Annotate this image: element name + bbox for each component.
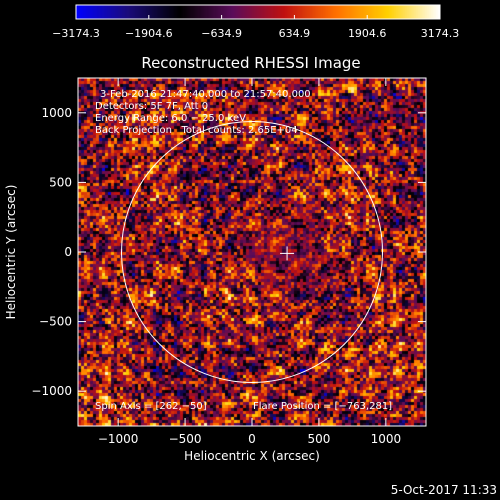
x-axis: −1000 −500 0 500 1000	[98, 78, 401, 446]
flare-position-label: Flare Position = [−763,281]	[253, 401, 392, 412]
y-tick-label: −1000	[31, 384, 72, 398]
annotation-energy-range: Energy Range: 6.0 − 25.0 keV	[95, 113, 246, 124]
flare-cross-marker	[280, 246, 295, 261]
y-tick-label: −500	[39, 315, 72, 329]
chart-title: Reconstructed RHESSI Image	[141, 54, 360, 72]
x-axis-label: Heliocentric X (arcsec)	[184, 449, 320, 463]
y-tick-label: 1000	[41, 106, 72, 120]
colorbar-tick-label: −1904.6	[125, 27, 173, 40]
solar-disk-outline	[121, 121, 383, 383]
x-tick-label: 500	[307, 432, 330, 446]
y-axis: −1000 −500 0 500 1000	[31, 106, 426, 398]
colorbar-tick-label: −3174.3	[52, 27, 100, 40]
colorbar-axis: −3174.3 −1904.6 −634.9 634.9 1904.6 3174.3	[52, 4, 460, 40]
annotation-method-counts: Back Projection Total counts: 2.65E+04	[95, 125, 298, 136]
colorbar-frame	[75, 4, 441, 20]
y-tick-label: 500	[49, 175, 72, 189]
colorbar-tick-label: 634.9	[279, 27, 311, 40]
y-tick-label: 0	[64, 245, 72, 259]
annotation-detectors: Detectors: 5F 7F, Att 0	[95, 101, 208, 112]
spin-axis-label: Spin Axis = [262,−50]	[95, 401, 207, 412]
y-axis-label: Heliocentric Y (arcsec)	[4, 185, 18, 320]
colorbar-tick-label: 1904.6	[348, 27, 387, 40]
colorbar-gradient	[76, 5, 440, 19]
x-tick-label: 0	[248, 432, 256, 446]
x-tick-label: −1000	[98, 432, 139, 446]
colorbar-tick-label: −634.9	[201, 27, 242, 40]
footer-timestamp: 5-Oct-2017 11:33	[391, 483, 497, 497]
rhessi-image-heatmap	[78, 78, 426, 426]
colorbar-tick-label: 3174.3	[421, 27, 460, 40]
annotation-time-range: 3-Feb-2016 21:47:40.000 to 21:57:40.000	[100, 89, 311, 100]
x-tick-label: −500	[169, 432, 202, 446]
x-tick-label: 1000	[371, 432, 402, 446]
